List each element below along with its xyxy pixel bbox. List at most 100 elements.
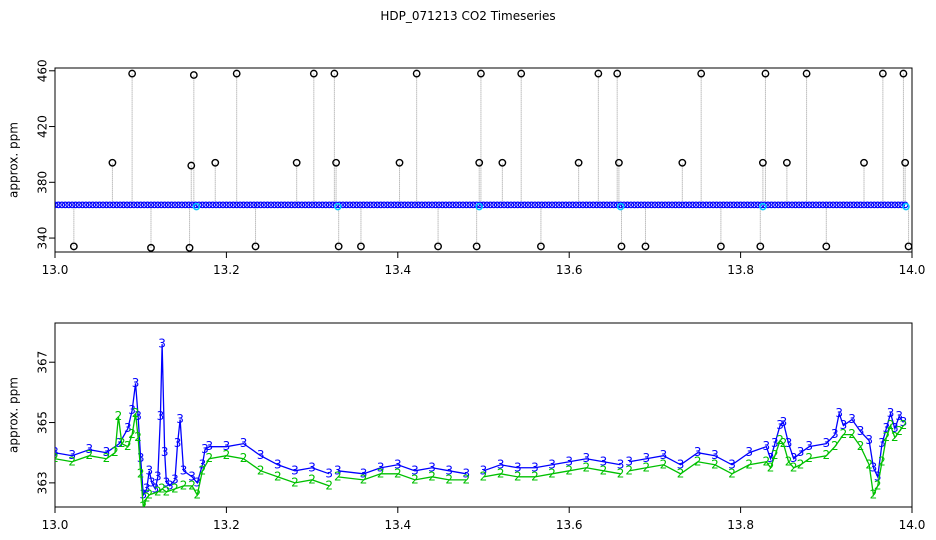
baseline-point xyxy=(349,201,357,209)
baseline-point xyxy=(75,201,83,209)
baseline-point xyxy=(850,201,858,209)
series-marker-blue: 3 xyxy=(240,436,248,450)
series-marker-green: 2 xyxy=(132,406,140,420)
baseline-point xyxy=(480,201,487,209)
series-marker-blue: 3 xyxy=(745,445,753,459)
baseline-point xyxy=(305,201,313,209)
series-marker-green: 2 xyxy=(694,454,702,468)
series-marker-green: 2 xyxy=(711,457,719,471)
baseline-point xyxy=(442,201,450,209)
series-marker-green: 2 xyxy=(848,427,856,441)
outlier-point xyxy=(472,242,481,251)
series-marker-green: 2 xyxy=(600,463,608,477)
baseline-point xyxy=(517,201,525,209)
baseline-point xyxy=(552,201,559,209)
baseline-point xyxy=(318,201,326,209)
series-marker-green: 2 xyxy=(257,463,265,477)
baseline-point xyxy=(798,201,806,209)
y-tick-label: 367 xyxy=(36,351,50,374)
baseline-point xyxy=(836,201,844,209)
baseline-point xyxy=(565,201,573,209)
baseline-point xyxy=(514,201,522,209)
series-marker-blue: 3 xyxy=(887,406,895,420)
x-tick-label: 13.8 xyxy=(727,518,754,532)
baseline-point xyxy=(534,201,542,209)
baseline-point xyxy=(600,201,607,209)
series-marker-blue: 3 xyxy=(711,448,719,462)
series-marker-green: 2 xyxy=(103,451,111,465)
baseline-point xyxy=(401,201,409,209)
series-marker-blue: 3 xyxy=(660,448,668,462)
baseline-point xyxy=(298,201,306,209)
baseline-point xyxy=(387,201,395,209)
baseline-point xyxy=(281,201,289,209)
baseline-point xyxy=(853,201,861,209)
baseline-point xyxy=(449,201,457,209)
x-tick-label: 13.4 xyxy=(384,263,411,277)
baseline-point xyxy=(665,201,673,209)
baseline-point xyxy=(840,201,847,209)
series-marker-green: 2 xyxy=(857,439,865,453)
baseline-point xyxy=(771,201,779,209)
series-marker-green: 2 xyxy=(625,463,633,477)
baseline-point xyxy=(113,201,121,209)
baseline-point xyxy=(312,201,319,209)
series-marker-blue: 3 xyxy=(193,475,201,489)
baseline-point xyxy=(888,201,895,209)
baseline-point xyxy=(884,201,892,209)
baseline-point xyxy=(802,201,810,209)
series-marker-green: 2 xyxy=(205,451,213,465)
baseline-point xyxy=(147,201,155,209)
highlight-point xyxy=(902,202,910,211)
series-marker-blue: 3 xyxy=(161,445,169,459)
series-marker-green: 2 xyxy=(445,472,453,486)
outlier-point xyxy=(613,69,622,78)
outlier-point xyxy=(617,242,626,251)
baseline-point xyxy=(846,201,854,209)
baseline-point xyxy=(596,201,604,209)
baseline-point xyxy=(137,201,145,209)
baseline-point xyxy=(483,201,491,209)
baseline-point xyxy=(370,201,378,209)
baseline-point xyxy=(106,201,114,209)
baseline-point xyxy=(92,201,100,209)
baseline-point xyxy=(294,201,302,209)
series-marker-green: 2 xyxy=(895,424,903,438)
series-marker-blue: 3 xyxy=(180,463,188,477)
baseline-point xyxy=(308,201,316,209)
y-tick-label: 460 xyxy=(36,59,50,82)
baseline-point xyxy=(267,201,275,209)
baseline-point xyxy=(253,201,261,209)
series-marker-green: 2 xyxy=(171,481,179,495)
baseline-point xyxy=(89,201,97,209)
outlier-point xyxy=(498,158,507,167)
series-marker-blue: 3 xyxy=(840,418,848,432)
outlier-point xyxy=(822,242,831,251)
series-marker-green: 2 xyxy=(145,487,153,501)
series-marker-green: 2 xyxy=(154,484,162,498)
baseline-point xyxy=(678,201,686,209)
series-marker-blue: 3 xyxy=(103,445,111,459)
baseline-point xyxy=(205,201,213,209)
baseline-point xyxy=(171,201,179,209)
highlight-point xyxy=(475,202,483,211)
baseline-point xyxy=(558,201,566,209)
series-marker-green: 2 xyxy=(797,457,805,471)
outlier-point xyxy=(574,158,583,167)
series-marker-blue: 3 xyxy=(115,436,123,450)
series-marker-green: 2 xyxy=(548,466,556,480)
baseline-point xyxy=(864,201,871,209)
outlier-point xyxy=(899,69,908,78)
series-marker-green: 2 xyxy=(891,430,899,444)
series-marker-green: 2 xyxy=(139,500,147,514)
baseline-point xyxy=(103,201,110,209)
outlier-point xyxy=(232,69,241,78)
baseline-point xyxy=(685,201,693,209)
baseline-point xyxy=(826,201,834,209)
series-marker-blue: 3 xyxy=(822,436,830,450)
baseline-point xyxy=(277,201,285,209)
series-marker-blue: 3 xyxy=(394,457,402,471)
baseline-point xyxy=(699,201,707,209)
series-marker-blue: 3 xyxy=(600,454,608,468)
baseline-point xyxy=(250,201,258,209)
